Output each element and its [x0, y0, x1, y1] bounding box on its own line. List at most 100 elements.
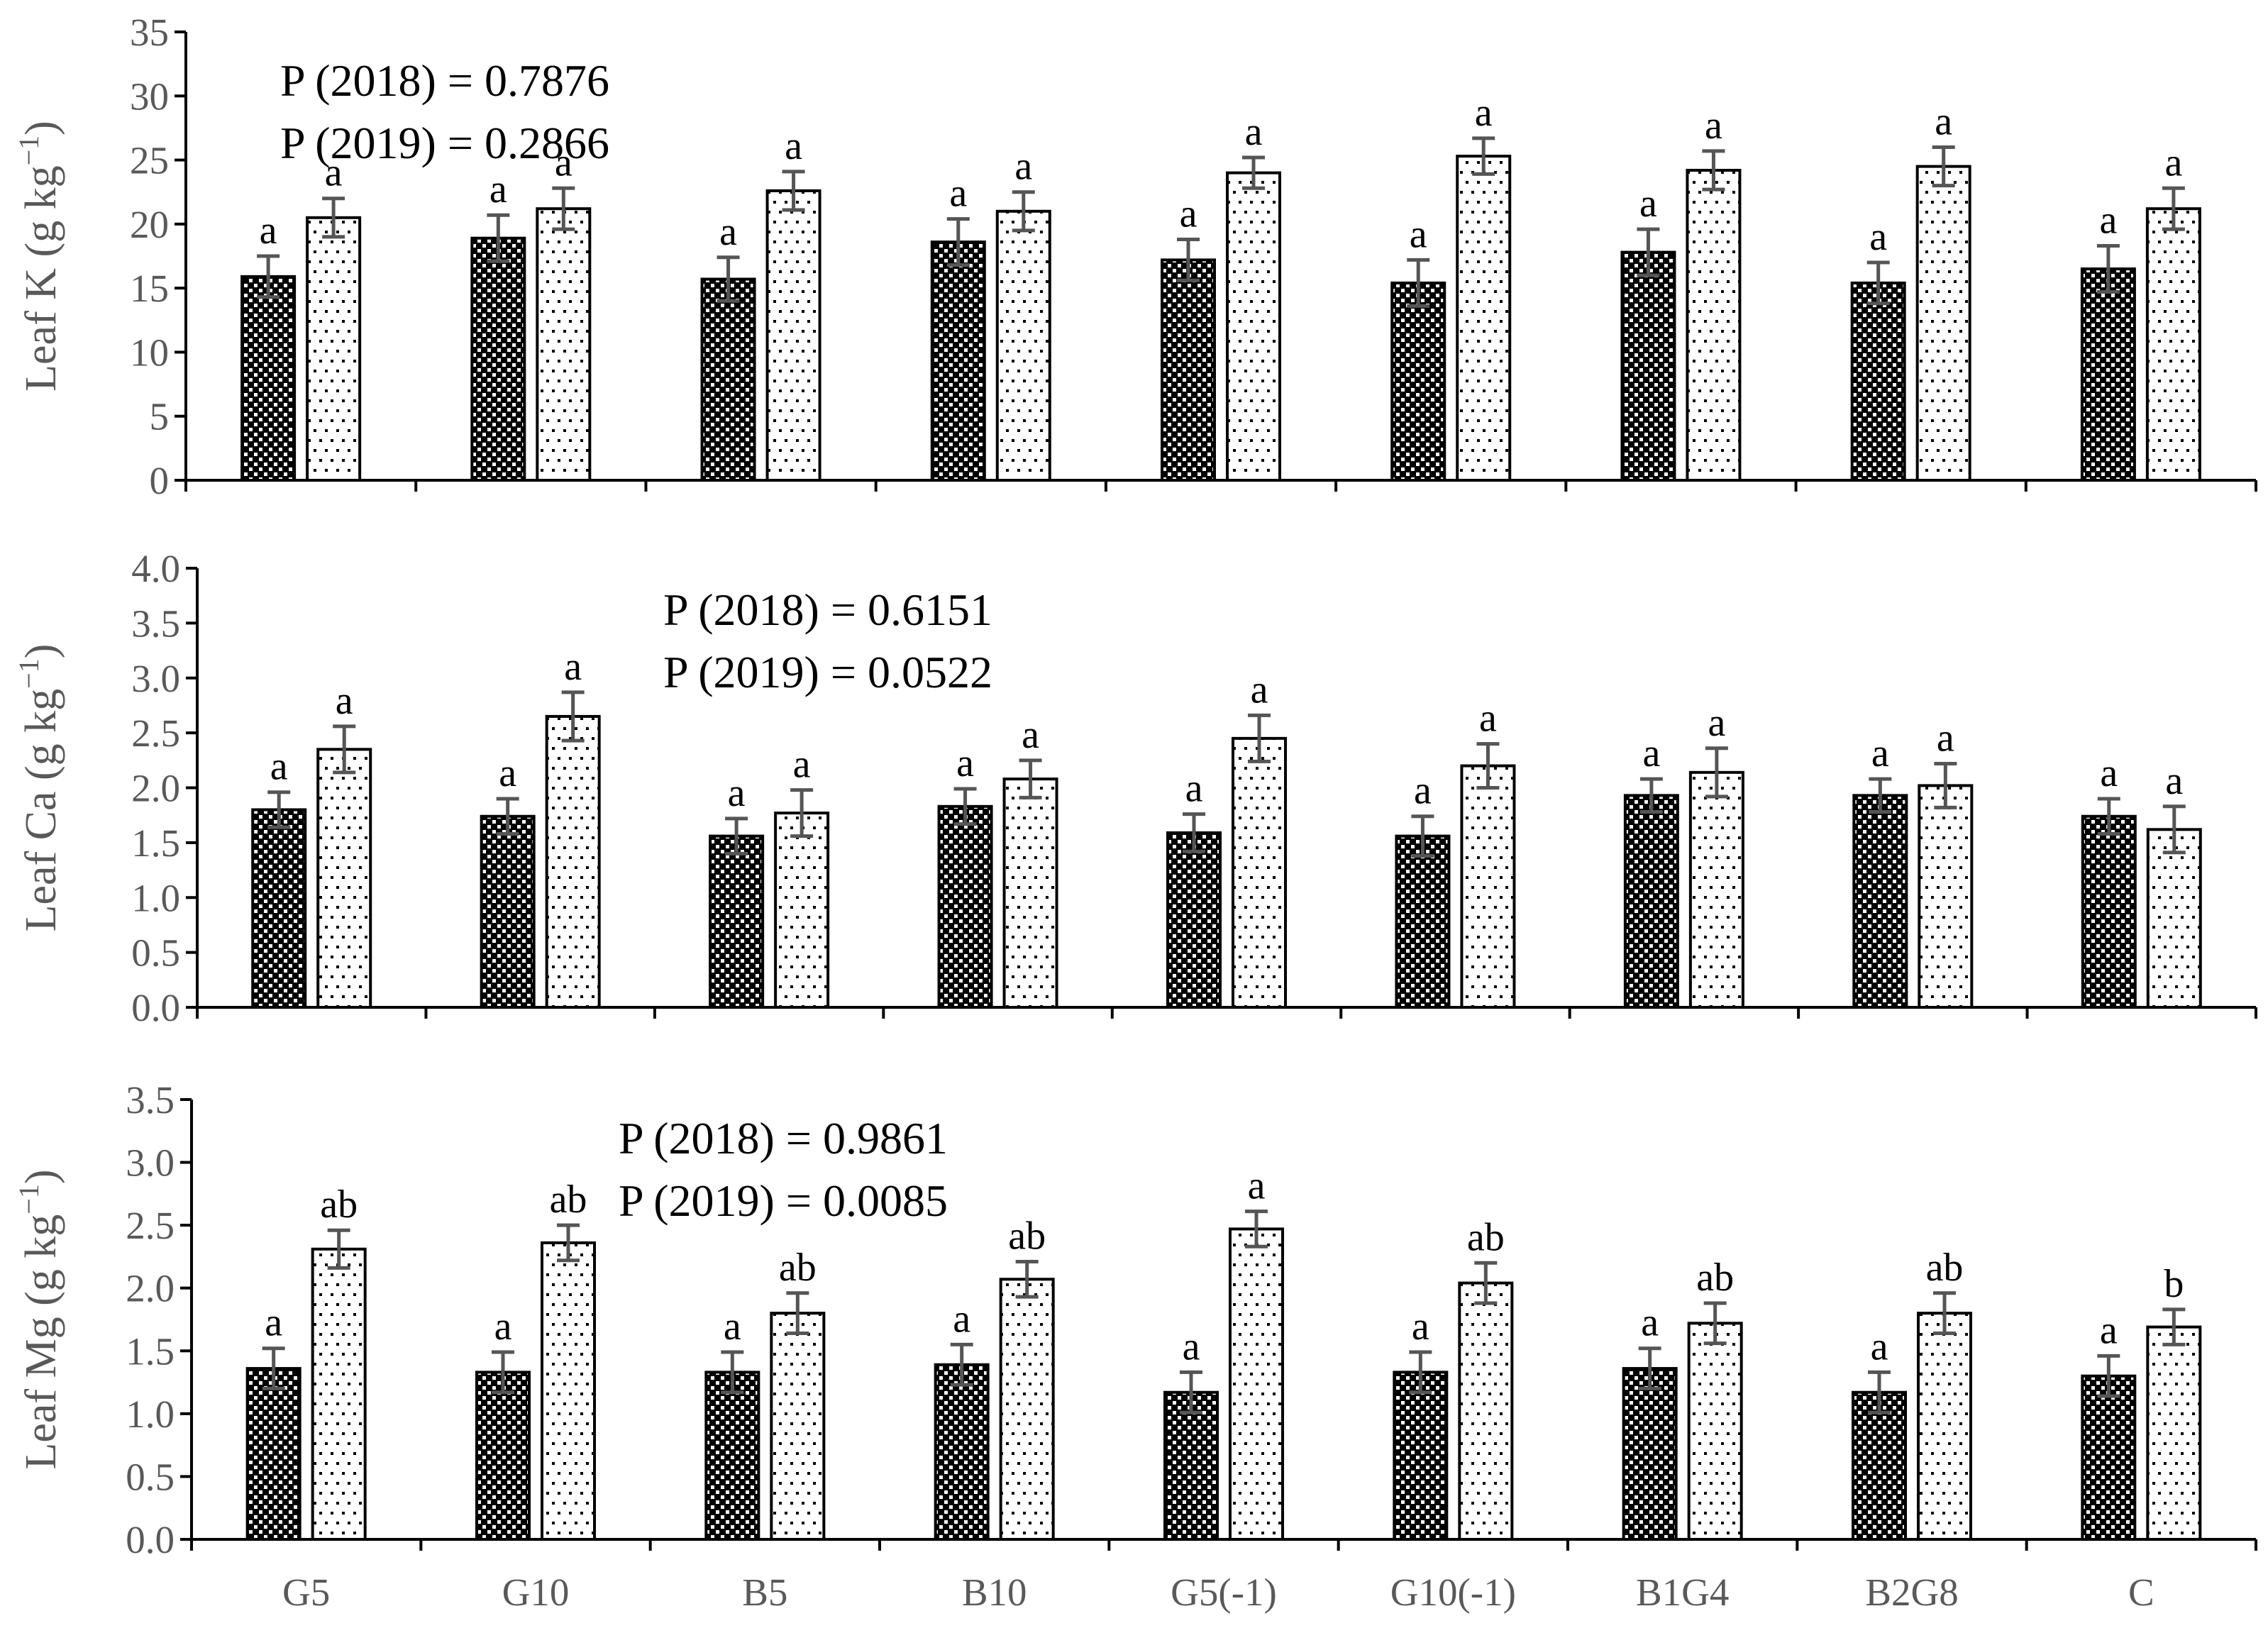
significance-letter: a — [2165, 759, 2183, 803]
y-tick-label: 2.5 — [131, 712, 180, 755]
bar-2019 — [1456, 155, 1512, 482]
bar-2019 — [1686, 169, 1742, 482]
bar-2018 — [1161, 258, 1216, 482]
x-tick-label: G5 — [282, 1571, 330, 1614]
y-tick-label: 0 — [150, 459, 170, 502]
bar-2018 — [251, 808, 307, 1009]
x-tick-label: G10 — [502, 1571, 570, 1614]
significance-letter: a — [728, 771, 746, 815]
significance-letter: a — [949, 172, 967, 216]
x-tick-label: G5(-1) — [1171, 1571, 1277, 1614]
y-tick-label: 5 — [150, 395, 170, 438]
significance-letter: a — [1245, 110, 1263, 154]
bar-2018 — [1620, 250, 1676, 482]
p-value-annotation: P (2019) = 0.2866 — [280, 118, 609, 168]
bar-2018 — [1393, 1371, 1449, 1541]
x-tick-label: B5 — [742, 1571, 787, 1614]
x-tick-label: B2G8 — [1865, 1571, 1958, 1614]
y-tick-label: 25 — [130, 139, 169, 182]
bar-2018 — [2081, 814, 2137, 1009]
significance-letter: a — [1705, 104, 1722, 148]
y-tick-label: 3.0 — [131, 657, 180, 700]
bar-2018 — [475, 1371, 531, 1541]
bar-2019 — [1229, 1227, 1284, 1541]
bar-2019 — [311, 1247, 367, 1541]
bar-2018 — [934, 1363, 990, 1541]
significance-letter: a — [2099, 199, 2117, 243]
significance-letter: a — [336, 679, 353, 723]
bar-2018 — [700, 277, 756, 482]
significance-letter: a — [1937, 716, 1954, 760]
bar-2018 — [2080, 267, 2136, 482]
significance-letter: a — [1414, 769, 1432, 813]
significance-letter: a — [2164, 140, 2182, 184]
y-axis-title: Leaf Mg (g kg−1) — [13, 1169, 65, 1469]
y-tick-label: 10 — [130, 331, 169, 374]
significance-letter: a — [1475, 91, 1493, 135]
significance-letter: a — [2100, 1308, 2118, 1352]
significance-letter: a — [1871, 1324, 1888, 1368]
bar-2018 — [1395, 834, 1451, 1009]
significance-letter: a — [1871, 731, 1889, 775]
p-value-annotation: P (2019) = 0.0522 — [663, 647, 992, 697]
y-tick-label: 0.0 — [131, 986, 180, 1029]
bar-2019 — [2146, 828, 2202, 1009]
y-axis-title: Leaf Ca (g kg−1) — [13, 644, 65, 932]
bar-2018 — [240, 275, 297, 482]
significance-letter: ab — [1008, 1214, 1046, 1258]
significance-letter: a — [1410, 212, 1427, 256]
y-tick-label: 1.0 — [131, 876, 180, 919]
bar-2018 — [1163, 1390, 1219, 1541]
significance-letter: a — [1708, 701, 1725, 745]
significance-letter: a — [785, 124, 802, 168]
significance-letter: a — [1248, 1164, 1266, 1208]
bar-2019 — [1226, 171, 1281, 482]
bar-2019 — [2146, 1325, 2202, 1541]
significance-letter: a — [270, 745, 288, 789]
significance-letter: a — [325, 151, 343, 195]
y-tick-label: 1.5 — [126, 1329, 175, 1373]
bar-2019 — [541, 1241, 596, 1541]
significance-letter: a — [1869, 215, 1887, 259]
y-tick-label: 2.0 — [126, 1267, 175, 1310]
bar-2019 — [1915, 165, 1971, 482]
significance-letter: a — [1183, 1324, 1200, 1368]
bar-2019 — [765, 189, 822, 482]
significance-letter: a — [719, 210, 737, 254]
bar-2019 — [770, 1312, 826, 1541]
y-tick-label: 3.5 — [126, 1078, 175, 1122]
significance-letter: a — [1185, 767, 1203, 811]
significance-letter: a — [494, 1305, 512, 1349]
chart-panel-2: 0.0 0.5 1.0 1.5 2.0 2.5 3.0 3.5 4.0 Leaf Ca (g kg… — [13, 547, 2257, 1029]
y-tick-label: 1.5 — [131, 821, 180, 865]
bar-2019 — [1917, 1312, 1972, 1541]
significance-letter: ab — [1467, 1215, 1505, 1259]
bar-2018 — [1852, 794, 1908, 1009]
y-tick-label: 1.0 — [126, 1393, 175, 1436]
bar-2019 — [306, 216, 362, 482]
bar-2018 — [1390, 281, 1446, 482]
bar-2019 — [774, 812, 830, 1009]
x-tick-label: G10(-1) — [1390, 1571, 1516, 1614]
y-tick-label: 30 — [130, 74, 169, 118]
bar-2019 — [1918, 784, 1974, 1009]
significance-letter: a — [953, 1297, 970, 1341]
bar-2019 — [995, 209, 1051, 482]
significance-letter: a — [555, 140, 572, 184]
y-tick-label: 3.0 — [126, 1141, 175, 1185]
y-tick-label: 20 — [130, 203, 169, 246]
x-tick-label: B10 — [962, 1571, 1027, 1614]
bar-2019 — [316, 748, 372, 1009]
significance-letter: a — [1641, 1301, 1659, 1345]
significance-letter: a — [564, 645, 582, 689]
significance-letter: a — [1251, 668, 1268, 712]
significance-letter: a — [260, 209, 277, 253]
chart-panel-1: 0 5 10 15 20 25 30 35 Leaf K (g kg−1) P (2018) = … — [13, 11, 2257, 502]
significance-letter: b — [2164, 1262, 2184, 1306]
bar-2018 — [704, 1371, 760, 1541]
y-tick-label: 35 — [130, 11, 169, 54]
bar-2018 — [930, 240, 986, 482]
significance-letter: a — [1935, 100, 1952, 144]
significance-letter: a — [265, 1301, 282, 1345]
